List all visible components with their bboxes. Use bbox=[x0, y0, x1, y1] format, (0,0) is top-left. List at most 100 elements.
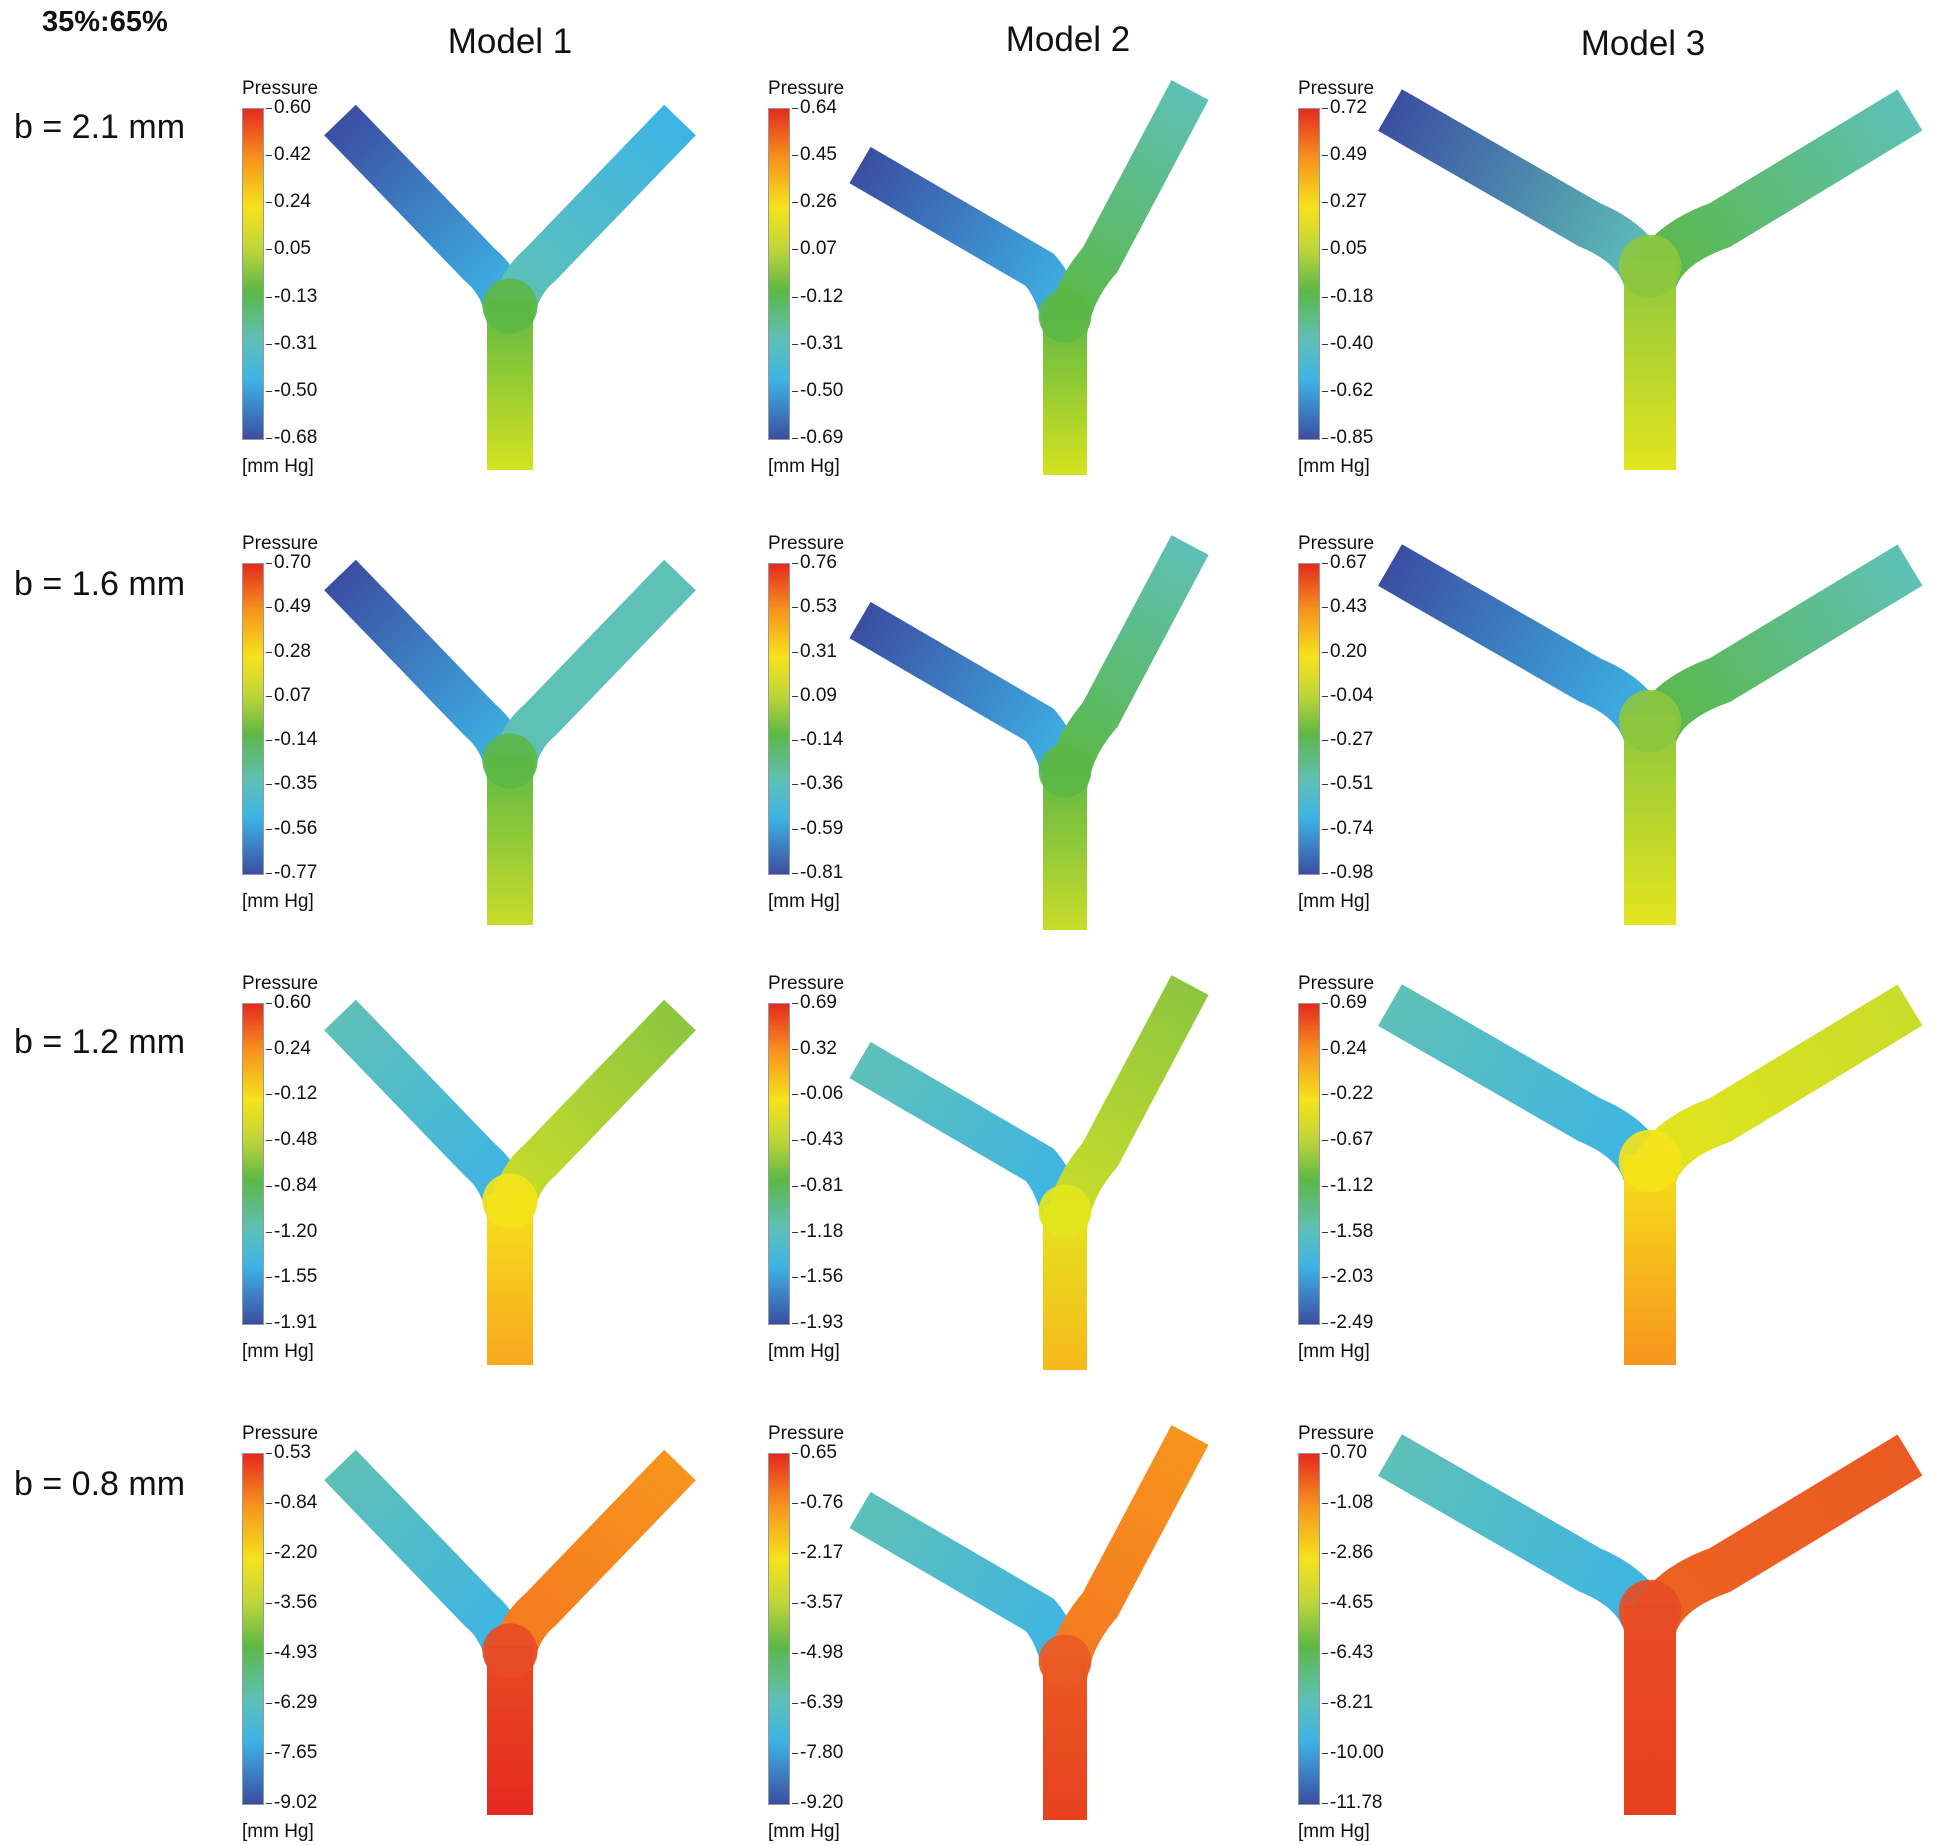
legend-tick-label: -0.13 bbox=[265, 285, 318, 307]
bifurcation-junction bbox=[482, 1623, 538, 1679]
legend-title: Pressure bbox=[1298, 78, 1375, 99]
legend-tick-label: -1.18 bbox=[791, 1220, 844, 1242]
pressure-legend: Pressure 0.70 0.49 0.28 0.07 -0.14 -0.35 -0.56 -… bbox=[240, 533, 380, 912]
legend-tick-label: -7.65 bbox=[265, 1742, 318, 1763]
legend-tick-label: -0.51 bbox=[1321, 773, 1374, 795]
legend-tick-label: -4.98 bbox=[791, 1642, 844, 1663]
legend-title: Pressure bbox=[768, 973, 845, 994]
legend-tick-label: -0.31 bbox=[265, 332, 318, 354]
legend-tick-label: -0.22 bbox=[1321, 1083, 1374, 1105]
legend-tick-label: -0.06 bbox=[791, 1083, 844, 1105]
legend-color-bar bbox=[768, 1003, 790, 1325]
legend-tick-label: 0.69 bbox=[792, 992, 837, 1013]
legend-color-bar bbox=[1298, 563, 1320, 875]
legend-tick-label: -8.21 bbox=[1321, 1692, 1374, 1713]
legend-tick-label: 0.65 bbox=[792, 1442, 837, 1463]
legend-tick-label: -0.12 bbox=[791, 285, 844, 307]
legend-unit: [mm Hg] bbox=[242, 456, 314, 477]
row-label-2: b = 1.6 mm bbox=[14, 565, 186, 603]
bifurcation-junction bbox=[1618, 234, 1682, 298]
legend-title: Pressure bbox=[242, 973, 319, 994]
legend-tick-label: -0.43 bbox=[791, 1129, 844, 1151]
legend-tick-label: -0.81 bbox=[791, 862, 844, 883]
legend-tick-label: -0.18 bbox=[1321, 285, 1374, 307]
pressure-legend: Pressure 0.72 0.49 0.27 0.05 -0.18 -0.40 -0.62 -… bbox=[1296, 78, 1436, 477]
pressure-legend: Pressure 0.69 0.32 -0.06 -0.43 -0.81 -1.18 -1.5… bbox=[766, 973, 906, 1362]
legend-tick-label: -0.50 bbox=[265, 379, 318, 401]
legend-color-bar bbox=[1298, 1453, 1320, 1805]
legend-tick-label: 0.05 bbox=[1322, 238, 1367, 260]
vessel-pressure-contour bbox=[1378, 89, 1923, 470]
vessel-pressure-contour bbox=[1378, 984, 1923, 1365]
column-title-model-1: Model 1 bbox=[447, 22, 573, 61]
legend-color-bar bbox=[1298, 108, 1320, 440]
legend-color-bar bbox=[242, 1003, 264, 1325]
bifurcation-junction bbox=[1038, 1634, 1092, 1688]
legend-unit: [mm Hg] bbox=[242, 1341, 314, 1362]
legend-tick-label: -0.50 bbox=[791, 379, 844, 401]
vessel-pressure-contour bbox=[849, 1425, 1209, 1820]
legend-title: Pressure bbox=[242, 78, 319, 99]
bifurcation-junction bbox=[482, 733, 538, 789]
legend-color-bar bbox=[242, 108, 264, 440]
bifurcation-junction bbox=[1038, 289, 1092, 343]
right-branch bbox=[1626, 1434, 1923, 1647]
legend-title: Pressure bbox=[768, 78, 845, 99]
legend-tick-label: -0.48 bbox=[265, 1129, 318, 1151]
legend-tick-label: -0.04 bbox=[1321, 684, 1374, 706]
legend-unit: [mm Hg] bbox=[768, 1341, 840, 1362]
column-title-model-3: Model 3 bbox=[1580, 24, 1706, 63]
bifurcation-junction bbox=[1618, 689, 1682, 753]
right-branch bbox=[1626, 984, 1923, 1197]
legend-tick-label: 0.60 bbox=[266, 97, 311, 118]
legend-tick-label: -6.43 bbox=[1321, 1642, 1374, 1663]
legend-tick-label: -0.84 bbox=[265, 1174, 318, 1196]
legend-tick-label: 0.09 bbox=[792, 684, 837, 706]
legend-tick-label: -7.80 bbox=[791, 1742, 844, 1763]
legend-tick-label: -9.20 bbox=[791, 1792, 844, 1813]
pressure-legend: Pressure 0.67 0.43 0.20 -0.04 -0.27 -0.51 -0.74… bbox=[1296, 533, 1436, 912]
legend-tick-label: 0.07 bbox=[266, 684, 311, 706]
legend-tick-label: 0.31 bbox=[792, 640, 837, 662]
row-label-4: b = 0.8 mm bbox=[14, 1465, 186, 1503]
pressure-legend: Pressure 0.69 0.24 -0.22 -0.67 -1.12 -1.58 -2.0… bbox=[1296, 973, 1436, 1362]
bifurcation-junction bbox=[1618, 1579, 1682, 1643]
legend-tick-label: -0.76 bbox=[791, 1492, 844, 1513]
legend-title: Pressure bbox=[242, 533, 319, 554]
legend-tick-label: 0.26 bbox=[792, 191, 837, 213]
column-title-model-2: Model 2 bbox=[1005, 20, 1131, 59]
legend-unit: [mm Hg] bbox=[1298, 1341, 1370, 1362]
legend-tick-label: -0.14 bbox=[791, 729, 844, 751]
legend-tick-label: -2.03 bbox=[1321, 1266, 1374, 1288]
legend-tick-label: -0.62 bbox=[1321, 379, 1374, 401]
left-branch bbox=[1378, 89, 1674, 302]
legend-tick-label: -1.58 bbox=[1321, 1220, 1374, 1242]
legend-tick-label: -1.56 bbox=[791, 1266, 844, 1288]
legend-tick-label: -0.74 bbox=[1321, 817, 1374, 839]
legend-tick-label: -0.68 bbox=[265, 427, 318, 448]
legend-tick-label: 0.53 bbox=[792, 596, 837, 618]
flow-split-label: 35%:65% bbox=[42, 6, 168, 38]
left-branch bbox=[1378, 544, 1674, 757]
legend-tick-label: -2.86 bbox=[1321, 1542, 1374, 1563]
right-branch bbox=[1626, 544, 1923, 757]
legend-title: Pressure bbox=[768, 1423, 845, 1444]
legend-tick-label: 0.67 bbox=[1322, 552, 1367, 573]
legend-tick-label: 0.60 bbox=[266, 992, 311, 1013]
pressure-legend: Pressure 0.64 0.45 0.26 0.07 -0.12 -0.31 -0.50 -… bbox=[766, 78, 906, 477]
legend-tick-label: 0.70 bbox=[266, 552, 311, 573]
legend-tick-label: 0.64 bbox=[792, 97, 837, 118]
legend-tick-label: -0.36 bbox=[791, 773, 844, 795]
legend-tick-label: -0.69 bbox=[791, 427, 844, 448]
legend-tick-label: -0.12 bbox=[265, 1083, 318, 1105]
legend-tick-label: -0.67 bbox=[1321, 1129, 1374, 1151]
legend-tick-label: -0.81 bbox=[791, 1174, 844, 1196]
legend-tick-label: -6.29 bbox=[265, 1692, 318, 1713]
legend-color-bar bbox=[768, 563, 790, 875]
legend-tick-label: 0.28 bbox=[266, 640, 311, 662]
bifurcation-junction bbox=[1038, 1184, 1092, 1238]
row-label-1: b = 2.1 mm bbox=[14, 108, 186, 146]
legend-tick-label: -1.08 bbox=[1321, 1492, 1374, 1513]
legend-tick-label: 0.42 bbox=[266, 144, 311, 166]
